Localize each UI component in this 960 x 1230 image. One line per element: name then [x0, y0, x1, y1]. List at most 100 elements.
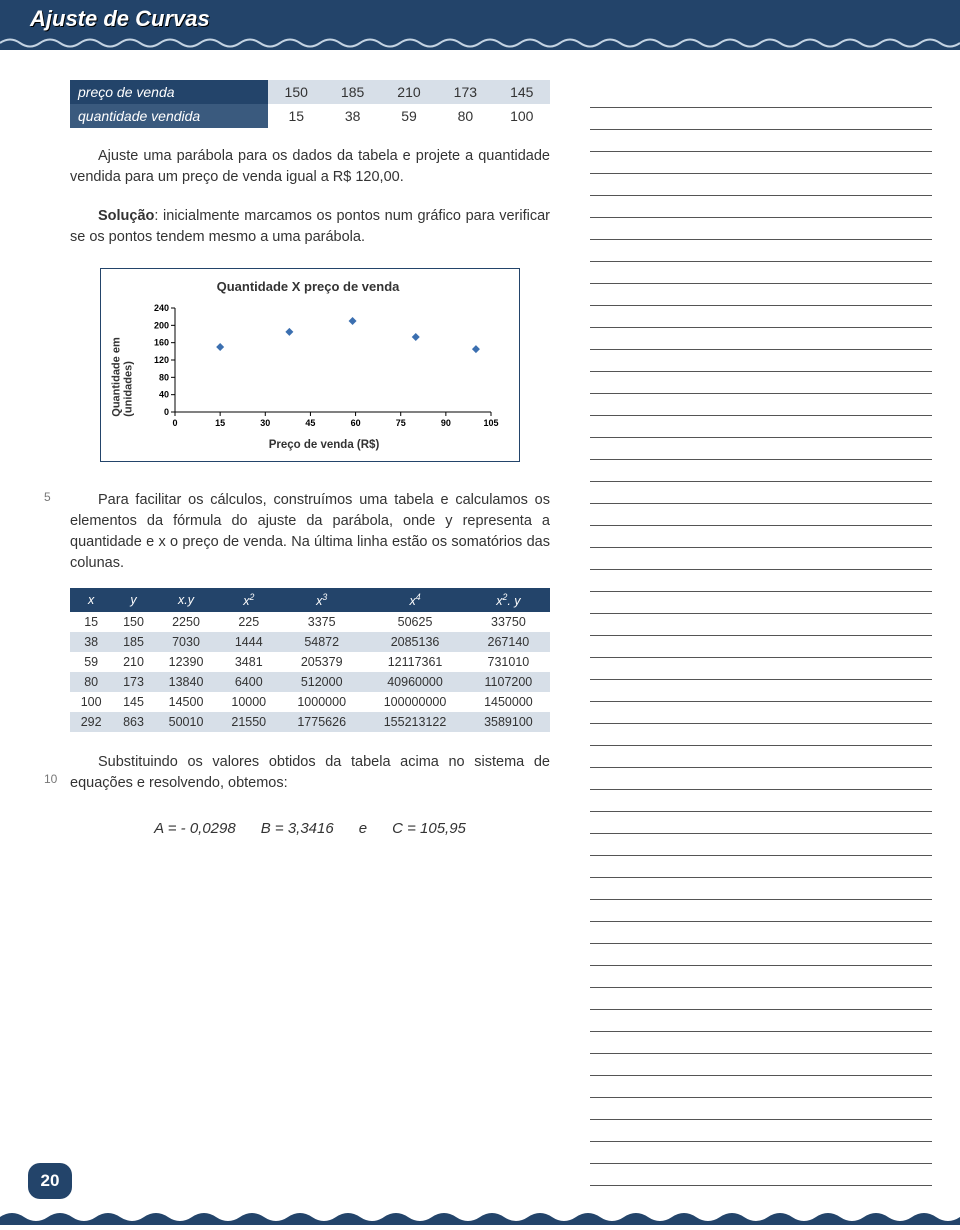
note-line	[590, 218, 932, 240]
note-line	[590, 966, 932, 988]
para-1: Ajuste uma parábola para os dados da tab…	[70, 146, 550, 188]
svg-text:0: 0	[164, 407, 169, 417]
para-2: Solução: inicialmente marcamos os pontos…	[70, 206, 550, 248]
t2-cell: 7030	[155, 632, 218, 652]
svg-text:0: 0	[172, 418, 177, 428]
note-line	[590, 680, 932, 702]
t2-cell: 3375	[280, 612, 363, 632]
note-line	[590, 636, 932, 658]
note-line	[590, 306, 932, 328]
line-num-10: 10	[44, 772, 57, 786]
t2-cell: 12390	[155, 652, 218, 672]
note-line	[590, 570, 932, 592]
t2-cell: 185	[112, 632, 154, 652]
t2-cell: 38	[70, 632, 112, 652]
t1-c: 210	[381, 80, 437, 104]
note-line	[590, 482, 932, 504]
t2-cell: 1000000	[280, 692, 363, 712]
t2-cell: 10000	[217, 692, 280, 712]
note-line	[590, 328, 932, 350]
t2-cell: 863	[112, 712, 154, 732]
note-line	[590, 592, 932, 614]
eq-A: A = - 0,0298	[154, 820, 236, 837]
t2-cell: 173	[112, 672, 154, 692]
note-line	[590, 812, 932, 834]
note-line	[590, 1032, 932, 1054]
chart-ylabel: Quantidade em(unidades)	[111, 337, 135, 416]
t2-cell: 50010	[155, 712, 218, 732]
t2-cell: 225	[217, 612, 280, 632]
t2-cell: 210	[112, 652, 154, 672]
table-row: 100145145001000010000001000000001450000	[70, 692, 550, 712]
svg-text:60: 60	[351, 418, 361, 428]
t2-cell: 80	[70, 672, 112, 692]
note-line	[590, 174, 932, 196]
table-row: quantidade vendida 15 38 59 80 100	[70, 104, 550, 128]
t1-c: 173	[437, 80, 493, 104]
note-line	[590, 702, 932, 724]
t2-cell: 3481	[217, 652, 280, 672]
t2-cell: 2085136	[363, 632, 467, 652]
note-line	[590, 944, 932, 966]
note-line	[590, 878, 932, 900]
page-body: preço de venda 150 185 210 173 145 quant…	[0, 50, 960, 1186]
chart-svg: 240200160120804000153045607590105	[139, 302, 499, 432]
t2-cell: 50625	[363, 612, 467, 632]
svg-text:75: 75	[396, 418, 406, 428]
svg-text:15: 15	[215, 418, 225, 428]
page-number: 20	[41, 1171, 60, 1191]
note-line	[590, 284, 932, 306]
t1-c: 80	[437, 104, 493, 128]
notes-column	[550, 80, 932, 1186]
svg-text:80: 80	[159, 372, 169, 382]
note-line	[590, 548, 932, 570]
t2-cell: 1450000	[467, 692, 550, 712]
eq-e: e	[359, 820, 367, 837]
page-header-title: Ajuste de Curvas	[30, 6, 210, 31]
note-line	[590, 130, 932, 152]
note-line	[590, 504, 932, 526]
t2-cell: 100	[70, 692, 112, 712]
t1-c: 150	[268, 80, 324, 104]
t1-c: 185	[324, 80, 380, 104]
svg-text:40: 40	[159, 390, 169, 400]
t2-cell: 267140	[467, 632, 550, 652]
t2-cell: 33750	[467, 612, 550, 632]
t2-col-header: y	[112, 588, 154, 612]
footer-wave	[0, 1209, 960, 1225]
note-line	[590, 438, 932, 460]
eq-B: B = 3,3416	[261, 820, 334, 837]
para-4: Substituindo os valores obtidos da tabel…	[70, 752, 550, 794]
note-line	[590, 790, 932, 812]
header-bar: Ajuste de Curvas	[0, 0, 960, 50]
t2-cell: 731010	[467, 652, 550, 672]
note-line	[590, 856, 932, 878]
note-line	[590, 108, 932, 130]
table-row: 80173138406400512000409600001107200	[70, 672, 550, 692]
svg-text:90: 90	[441, 418, 451, 428]
svg-text:200: 200	[154, 320, 169, 330]
para-3: Para facilitar os cálculos, construímos …	[70, 490, 550, 574]
scatter-chart: Quantidade X preço de venda Quantidade e…	[100, 268, 520, 462]
note-line	[590, 900, 932, 922]
header-title-wrap: Ajuste de Curvas	[30, 6, 210, 32]
page-number-badge: 20	[28, 1163, 72, 1199]
t2-header-row: xyx.yx2x3x4x2. y	[70, 588, 550, 612]
t2-cell: 145	[112, 692, 154, 712]
t2-cell: 12117361	[363, 652, 467, 672]
t2-col-header: x4	[363, 588, 467, 612]
note-line	[590, 1076, 932, 1098]
svg-text:160: 160	[154, 338, 169, 348]
t2-cell: 1444	[217, 632, 280, 652]
note-line	[590, 1120, 932, 1142]
chart-ylabel-wrap: Quantidade em(unidades)	[107, 302, 139, 451]
t2-cell: 512000	[280, 672, 363, 692]
price-quantity-table: preço de venda 150 185 210 173 145 quant…	[70, 80, 550, 128]
para3-block: 5 Para facilitar os cálculos, construímo…	[70, 490, 550, 574]
result-equations: A = - 0,0298 B = 3,3416 e C = 105,95	[70, 820, 550, 837]
t1-c: 38	[324, 104, 380, 128]
eq-C: C = 105,95	[392, 820, 466, 837]
t1-c: 100	[494, 104, 550, 128]
note-line	[590, 196, 932, 218]
t2-cell: 40960000	[363, 672, 467, 692]
